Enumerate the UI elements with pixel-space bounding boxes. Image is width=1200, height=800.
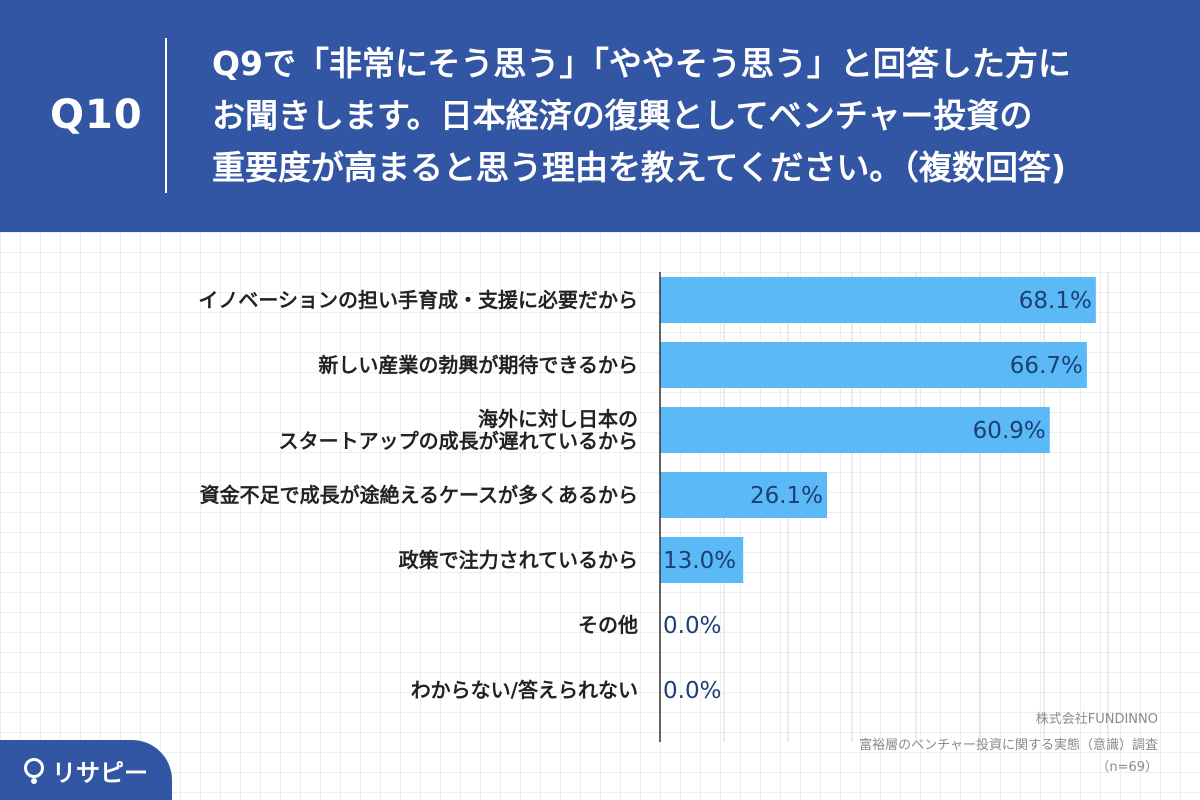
category-label: イノベーションの担い手育成・支援に必要だから xyxy=(198,288,638,312)
bar xyxy=(660,277,1096,323)
category-label: 新しい産業の勃興が期待できるから xyxy=(318,353,638,377)
data-label: 13.0% xyxy=(663,548,736,574)
question-line: お聞きします。日本経済の復興としてベンチャー投資の xyxy=(212,96,1033,135)
bar xyxy=(660,342,1087,388)
bar xyxy=(660,472,828,518)
header: Q10 Q9で「非常にそう思う」「ややそう思う」と回答した方に お聞きします。日… xyxy=(0,0,1200,232)
data-label: 0.0% xyxy=(663,613,721,639)
data-label: 26.1% xyxy=(750,483,823,509)
data-label: 68.1% xyxy=(1019,288,1092,314)
credit-sample: （n=69） xyxy=(1096,760,1158,775)
category-label: わからない/答えられない xyxy=(411,678,638,702)
data-label: 66.7% xyxy=(1010,353,1083,379)
pin-icon xyxy=(24,758,44,784)
category-label: 資金不足で成長が途絶えるケースが多くあるから xyxy=(200,483,638,507)
data-label: 60.9% xyxy=(973,418,1046,444)
brand-logo: リサピー xyxy=(0,740,172,800)
credit-survey: 富裕層のベンチャー投資に関する実態（意識）調査 xyxy=(859,738,1158,753)
bar xyxy=(660,407,1050,453)
category-label: 政策で注力されているから xyxy=(399,548,638,572)
category-label: スタートアップの成長が遅れているから xyxy=(279,429,638,453)
header-divider xyxy=(165,38,167,193)
question-text: Q9で「非常にそう思う」「ややそう思う」と回答した方に お聞きします。日本経済の… xyxy=(212,38,1172,194)
data-label: 0.0% xyxy=(663,678,721,704)
category-label: 海外に対し日本の xyxy=(478,407,638,431)
chart-panel xyxy=(0,232,1200,800)
bar-chart: イノベーションの担い手育成・支援に必要だから 68.1% 新しい産業の勃興が期待でき… xyxy=(198,272,1109,742)
category-label: その他 xyxy=(578,613,638,637)
question-number: Q10 xyxy=(50,92,143,138)
question-line: Q9で「非常にそう思う」「ややそう思う」と回答した方に xyxy=(212,44,1071,83)
bar xyxy=(660,537,744,583)
credit-company: 株式会社FUNDINNO xyxy=(1035,712,1158,727)
logo-text: リサピー xyxy=(52,759,148,787)
question-line: 重要度が高まると思う理由を教えてください。（複数回答) xyxy=(212,148,1066,187)
